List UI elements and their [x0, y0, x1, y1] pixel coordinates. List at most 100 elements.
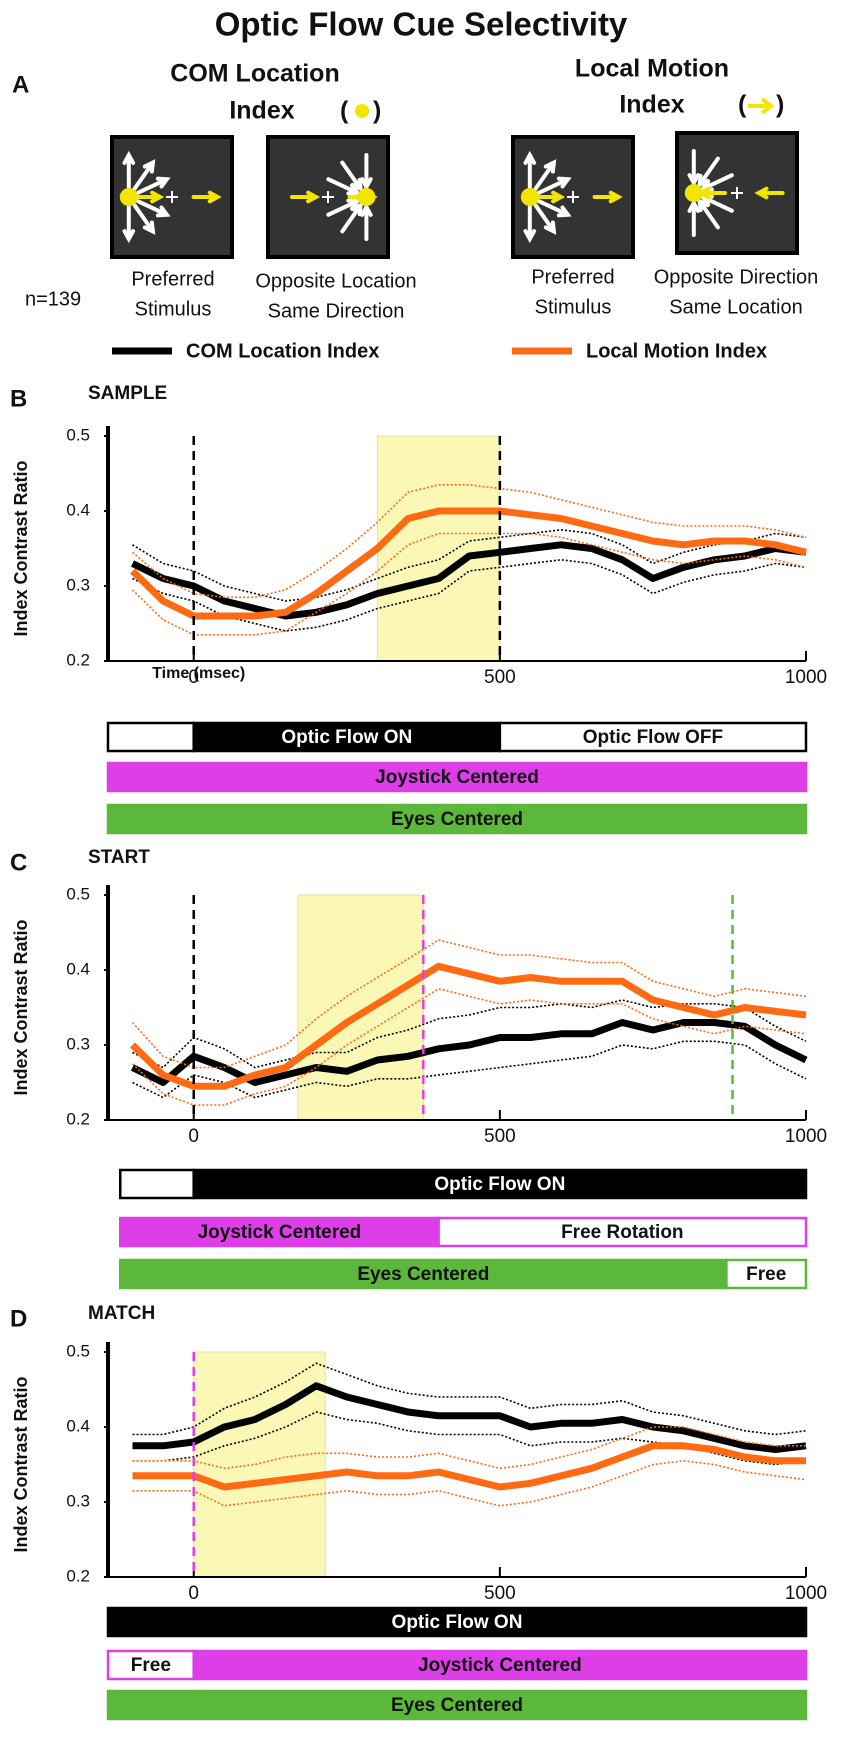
- icon-arrow: [523, 150, 537, 189]
- epoch-label: Joystick Centered: [418, 1655, 582, 1676]
- chart-title: SAMPLE: [88, 383, 167, 404]
- symbol-arrow: [748, 97, 775, 115]
- icon-dot: [684, 184, 703, 202]
- y-tick-label: 0.4: [66, 1416, 90, 1435]
- confidence-bound: [132, 1362, 807, 1436]
- y-axis-label: Index Contrast Ratio: [11, 460, 31, 636]
- icon-arrow: [687, 198, 701, 237]
- chart-title: START: [88, 847, 150, 868]
- epoch-segment: [192, 721, 502, 753]
- icon-caption: Preferred: [131, 268, 214, 290]
- icon-arrow: [326, 177, 362, 196]
- icon-dot: [357, 188, 376, 206]
- stimulus-icons: [110, 131, 799, 259]
- icon-dot: [520, 188, 539, 206]
- epoch-label: Free: [131, 1655, 171, 1676]
- y-tick-label: 0.3: [66, 1491, 90, 1510]
- y-tick-label: 0.5: [66, 1341, 90, 1360]
- icon-caption: Same Direction: [268, 300, 405, 322]
- icon-arrow: [132, 203, 156, 235]
- panel-label: D: [10, 1305, 27, 1332]
- epoch-label: Optic Flow OFF: [583, 727, 723, 748]
- icon-arrow: [687, 149, 701, 188]
- epoch-segment: [106, 1689, 808, 1721]
- icon-caption: Stimulus: [135, 298, 212, 320]
- y-tick-label: 0.3: [66, 575, 90, 594]
- confidence-bound: [132, 558, 807, 632]
- panel-label: C: [10, 849, 27, 876]
- icon-caption: Stimulus: [535, 296, 612, 318]
- y-tick-label: 0.5: [66, 425, 90, 444]
- x-tick-label: 0: [188, 1126, 199, 1147]
- n-count: n=139: [25, 288, 81, 310]
- icon-arrow: [290, 190, 321, 204]
- epoch-label: Eyes Centered: [391, 809, 523, 830]
- x-tick-label: 500: [484, 1126, 516, 1147]
- fixation-cross: [166, 191, 178, 203]
- index-title: Index: [619, 91, 684, 119]
- epoch-segment: [498, 721, 808, 753]
- epoch-segment: [106, 1606, 808, 1638]
- epoch-label: Eyes Centered: [391, 1695, 523, 1716]
- icon-arrow: [754, 186, 785, 200]
- fixation-cross: [567, 191, 579, 203]
- icon-arrow: [536, 176, 572, 195]
- icon-dot: [119, 188, 138, 206]
- series-line: [130, 962, 807, 1090]
- icon-arrow: [135, 199, 171, 218]
- x-tick-label: 0: [188, 667, 199, 688]
- index-title: Local Motion: [575, 55, 729, 83]
- epoch-segment: [106, 761, 808, 793]
- legend-label: COM Location Index: [186, 340, 379, 362]
- y-tick-label: 0.3: [66, 1034, 90, 1053]
- confidence-bound: [132, 1426, 806, 1470]
- figure-title: Optic Flow Cue Selectivity: [215, 6, 628, 43]
- series-line: [130, 541, 807, 620]
- fixation-cross: [322, 191, 334, 203]
- icon-arrow: [533, 159, 557, 191]
- y-tick-label: 0.2: [66, 1109, 90, 1128]
- epoch-segment: [192, 1649, 808, 1681]
- epoch-segment: [106, 803, 808, 835]
- icon-arrow: [535, 190, 566, 204]
- epoch-segment: [106, 1649, 195, 1681]
- symbol-paren: ): [373, 97, 381, 125]
- icon-arrow: [132, 159, 156, 191]
- symbol-paren: (: [340, 97, 349, 125]
- icon-arrow: [697, 156, 720, 189]
- epoch-label: Joystick Centered: [198, 1222, 362, 1243]
- confidence-bound: [131, 987, 807, 1106]
- icon-arrow: [122, 150, 136, 189]
- y-axis-label: Index Contrast Ratio: [11, 919, 31, 1095]
- confidence-bound: [132, 999, 807, 1069]
- icon-caption: Opposite Direction: [654, 266, 819, 288]
- icon-arrow: [326, 198, 362, 217]
- icon-arrow: [340, 201, 364, 234]
- y-tick-label: 0.2: [66, 650, 90, 669]
- highlight-window: [297, 894, 424, 1121]
- icon-arrow: [592, 190, 623, 204]
- series-line: [130, 507, 807, 620]
- x-tick-label: 1000: [785, 1126, 827, 1147]
- y-tick-label: 0.4: [66, 959, 90, 978]
- epoch-label: Optic Flow ON: [281, 727, 412, 748]
- icon-arrow: [533, 203, 557, 235]
- icon-arrow: [536, 199, 572, 218]
- epoch-segment: [118, 1258, 728, 1290]
- x-tick-label: 500: [484, 667, 516, 688]
- epoch-segment: [118, 1168, 195, 1200]
- icon-caption: Opposite Location: [255, 270, 416, 292]
- fixation-cross: [731, 187, 743, 199]
- icon-arrow: [360, 153, 373, 192]
- confidence-bound: [131, 484, 807, 599]
- x-axis-label: Time (msec): [152, 665, 245, 682]
- index-title: COM Location: [170, 60, 339, 88]
- y-tick-label: 0.4: [66, 500, 90, 519]
- icon-arrow: [191, 190, 222, 204]
- epoch-label: Eyes Centered: [357, 1264, 489, 1285]
- x-tick-label: 1000: [785, 1583, 827, 1604]
- y-tick-label: 0.2: [66, 1566, 90, 1585]
- epoch-segment: [106, 721, 195, 753]
- x-tick-label: 500: [484, 1583, 516, 1604]
